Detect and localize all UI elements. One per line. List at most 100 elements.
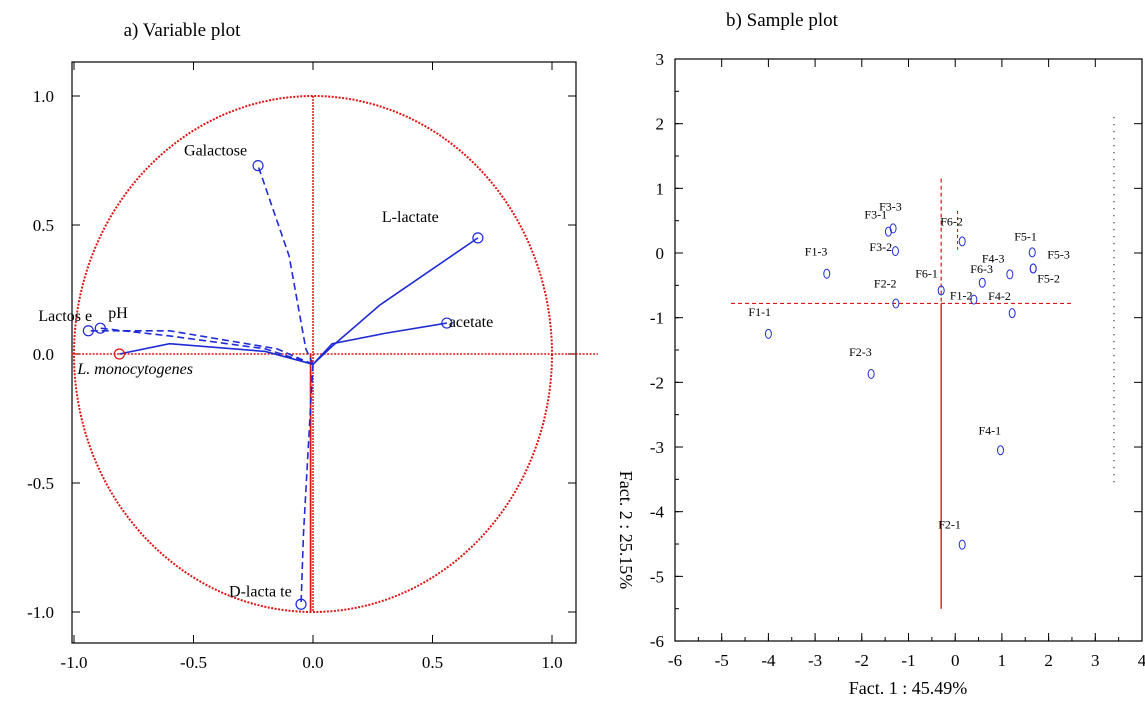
variable-vector	[119, 342, 314, 366]
x-tick-label: -1.0	[61, 653, 88, 672]
variable-plot-axes	[71, 96, 598, 612]
y-axis-label: Fact. 2 : 25.15%	[616, 471, 636, 590]
sample-point	[958, 236, 966, 247]
x-tick-label: -4	[761, 651, 776, 670]
y-tick-label: 0	[656, 244, 665, 263]
sample-label: F1-2	[950, 289, 973, 303]
sample-plot: b) Sample plot -6 -5 -4 -3 -2 -1 0 1 2 3 4 3 2 1 0 -1 -2…	[616, 10, 1145, 698]
y-tick-label: 0.0	[33, 345, 54, 364]
variable-marker	[252, 160, 264, 172]
sample-point	[884, 226, 892, 237]
x-tick-label: -2	[855, 651, 869, 670]
variable-marker	[472, 232, 484, 244]
y-tick-label: -3	[650, 438, 664, 457]
sample-label: F4-3	[982, 251, 1005, 265]
variable-vector	[100, 327, 314, 366]
sample-point	[1006, 269, 1014, 280]
y-tick-label: -1.0	[27, 603, 54, 622]
variable-marker	[82, 325, 94, 337]
variable-vector	[257, 165, 314, 365]
sample-label: F5-1	[1014, 229, 1037, 243]
x-tick-label: -1	[901, 651, 915, 670]
sample-label: F6-3	[970, 262, 993, 276]
x-tick-label: 4	[1138, 651, 1145, 670]
sample-plot-ticks: -6 -5 -4 -3 -2 -1 0 1 2 3 4 3 2 1 0 -1 -2 -3 -4 -5 -6	[650, 50, 1145, 670]
sample-label: F1-1	[748, 305, 771, 319]
sample-point	[889, 223, 897, 234]
variable-plot-title: a) Variable plot	[124, 20, 241, 41]
sample-label: F2-1	[938, 518, 961, 532]
sample-plot-frame	[674, 58, 1143, 642]
sample-point	[958, 539, 966, 550]
sample-point	[978, 277, 986, 288]
sample-label: F1-3	[805, 245, 828, 259]
x-tick-label: -0.5	[180, 653, 207, 672]
x-tick-label: 1.0	[541, 653, 562, 672]
variable-label: acetate	[449, 314, 493, 331]
sample-label: F3-1	[864, 208, 887, 222]
sample-label: F5-3	[1047, 248, 1070, 262]
y-tick-label: -1	[650, 309, 664, 328]
x-tick-label: 2	[1044, 651, 1053, 670]
sample-point	[1029, 263, 1037, 274]
variable-plot-ticks: -1.0 -0.5 0.0 0.5 1.0 1.0 0.5 0.0 -0.5 -1.0	[27, 62, 576, 672]
sample-point	[891, 246, 899, 257]
variable-label: pH	[108, 305, 128, 322]
variable-marker	[295, 598, 307, 610]
sample-label: F6-1	[915, 267, 938, 281]
sample-label: F2-3	[849, 345, 872, 359]
sample-point	[823, 268, 831, 279]
sample-point	[996, 445, 1004, 456]
y-tick-label: 3	[656, 50, 665, 69]
y-tick-label: 1.0	[33, 87, 54, 106]
x-tick-label: -5	[715, 651, 729, 670]
x-tick-label: -3	[808, 651, 822, 670]
sample-point	[970, 294, 978, 305]
variable-plot: a) Variable plot -1.0 -0.5 0.0 0.5 1.0 1.0 0.5…	[27, 20, 598, 672]
y-tick-label: -0.5	[27, 474, 54, 493]
sample-label: F4-2	[988, 289, 1011, 303]
x-axis-label: Fact. 1 : 45.49%	[849, 678, 968, 698]
sample-label: F2-2	[874, 276, 897, 290]
variable-vectors: Galactose L-lactate acetate Lactos e pH L. mo…	[38, 143, 493, 610]
variable-label: L-lactate	[382, 209, 439, 226]
variable-marker	[441, 317, 453, 329]
variable-vector	[312, 237, 479, 365]
variable-marker	[94, 322, 106, 334]
x-tick-label: 0.5	[422, 653, 443, 672]
sample-point	[937, 285, 945, 296]
x-tick-label: 0	[951, 651, 960, 670]
sample-points: F1-1 F1-3 F2-3 F2-2 F3-3F3-1 F3-2 F6-2 F6-1 F6-3…	[748, 199, 1070, 550]
y-tick-label: 2	[656, 115, 665, 134]
sample-label: F3-3	[879, 199, 902, 213]
y-tick-label: -6	[650, 632, 664, 651]
variable-marker	[113, 348, 126, 360]
sample-point	[1028, 247, 1036, 258]
y-tick-label: -5	[650, 567, 664, 586]
sample-label: F6-2	[940, 214, 963, 228]
variable-plot-frame	[71, 61, 577, 644]
sample-label: F3-2	[869, 240, 892, 254]
sample-point	[764, 328, 772, 339]
sample-plot-title: b) Sample plot	[726, 10, 839, 31]
y-tick-label: -4	[650, 503, 665, 522]
sample-plot-axes	[731, 117, 1115, 609]
sample-point	[867, 368, 875, 379]
x-tick-label: 3	[1091, 651, 1100, 670]
x-tick-label: 0.0	[302, 653, 323, 672]
sample-label: F5-2	[1037, 272, 1060, 286]
variable-label: Lactos e	[38, 308, 92, 325]
y-tick-label: 1	[656, 179, 665, 198]
sample-point	[1008, 308, 1016, 319]
variable-vector	[88, 329, 314, 366]
variable-label: L. monocytogenes	[76, 361, 193, 378]
variable-vector	[300, 364, 314, 605]
sample-point	[892, 298, 900, 309]
variable-vector	[312, 322, 447, 365]
variable-label: D-lacta te	[229, 583, 292, 600]
sample-label: F4-1	[978, 423, 1001, 437]
variable-label: Galactose	[184, 143, 247, 160]
x-tick-label: 1	[998, 651, 1007, 670]
y-tick-label: -2	[650, 373, 664, 392]
